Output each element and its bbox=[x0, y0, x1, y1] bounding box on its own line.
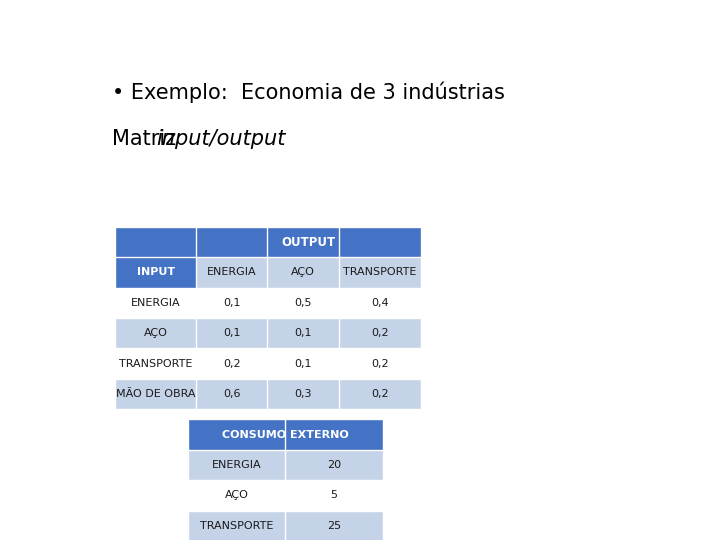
Text: ENERGIA: ENERGIA bbox=[131, 298, 181, 308]
Text: ENERGIA: ENERGIA bbox=[212, 460, 261, 470]
Text: 0,1: 0,1 bbox=[223, 328, 240, 338]
FancyBboxPatch shape bbox=[188, 420, 383, 450]
FancyBboxPatch shape bbox=[339, 258, 421, 288]
Text: 0,2: 0,2 bbox=[372, 389, 389, 399]
FancyBboxPatch shape bbox=[115, 258, 196, 288]
Text: 0,1: 0,1 bbox=[223, 298, 240, 308]
Text: AÇO: AÇO bbox=[291, 267, 315, 278]
FancyBboxPatch shape bbox=[339, 288, 421, 318]
FancyBboxPatch shape bbox=[267, 288, 339, 318]
Text: TRANSPORTE: TRANSPORTE bbox=[343, 267, 417, 278]
FancyBboxPatch shape bbox=[115, 379, 196, 409]
Text: OUTPUT: OUTPUT bbox=[282, 235, 336, 248]
Text: • Exemplo:  Economia de 3 indústrias: • Exemplo: Economia de 3 indústrias bbox=[112, 82, 505, 103]
FancyBboxPatch shape bbox=[188, 450, 285, 480]
Text: ENERGIA: ENERGIA bbox=[207, 267, 256, 278]
Text: Matriz: Matriz bbox=[112, 129, 183, 149]
FancyBboxPatch shape bbox=[339, 318, 421, 348]
FancyBboxPatch shape bbox=[115, 348, 196, 379]
FancyBboxPatch shape bbox=[188, 480, 285, 510]
FancyBboxPatch shape bbox=[267, 348, 339, 379]
FancyBboxPatch shape bbox=[267, 318, 339, 348]
FancyBboxPatch shape bbox=[115, 227, 421, 258]
FancyBboxPatch shape bbox=[196, 258, 267, 288]
FancyBboxPatch shape bbox=[285, 510, 383, 540]
Text: 0,1: 0,1 bbox=[294, 359, 312, 369]
Text: 0,4: 0,4 bbox=[372, 298, 389, 308]
FancyBboxPatch shape bbox=[196, 288, 267, 318]
FancyBboxPatch shape bbox=[115, 318, 196, 348]
Text: 0,5: 0,5 bbox=[294, 298, 312, 308]
Text: 5: 5 bbox=[330, 490, 338, 501]
Text: 0,2: 0,2 bbox=[372, 359, 389, 369]
Text: TRANSPORTE: TRANSPORTE bbox=[199, 521, 273, 531]
FancyBboxPatch shape bbox=[285, 480, 383, 510]
Text: 0,2: 0,2 bbox=[372, 328, 389, 338]
FancyBboxPatch shape bbox=[196, 348, 267, 379]
Text: CONSUMO EXTERNO: CONSUMO EXTERNO bbox=[222, 430, 348, 440]
FancyBboxPatch shape bbox=[115, 288, 196, 318]
Text: 20: 20 bbox=[327, 460, 341, 470]
Text: 0,2: 0,2 bbox=[223, 359, 240, 369]
FancyBboxPatch shape bbox=[285, 450, 383, 480]
FancyBboxPatch shape bbox=[196, 318, 267, 348]
FancyBboxPatch shape bbox=[267, 258, 339, 288]
FancyBboxPatch shape bbox=[188, 510, 285, 540]
Text: 0,1: 0,1 bbox=[294, 328, 312, 338]
Text: AÇO: AÇO bbox=[143, 328, 168, 338]
Text: AÇO: AÇO bbox=[225, 490, 248, 501]
FancyBboxPatch shape bbox=[196, 379, 267, 409]
Text: MÃO DE OBRA: MÃO DE OBRA bbox=[116, 389, 195, 399]
Text: 0,3: 0,3 bbox=[294, 389, 312, 399]
Text: TRANSPORTE: TRANSPORTE bbox=[119, 359, 192, 369]
Text: INPUT: INPUT bbox=[137, 267, 175, 278]
Text: 0,6: 0,6 bbox=[223, 389, 240, 399]
FancyBboxPatch shape bbox=[267, 379, 339, 409]
Text: input/output: input/output bbox=[156, 129, 285, 149]
Text: 25: 25 bbox=[327, 521, 341, 531]
FancyBboxPatch shape bbox=[339, 379, 421, 409]
FancyBboxPatch shape bbox=[339, 348, 421, 379]
